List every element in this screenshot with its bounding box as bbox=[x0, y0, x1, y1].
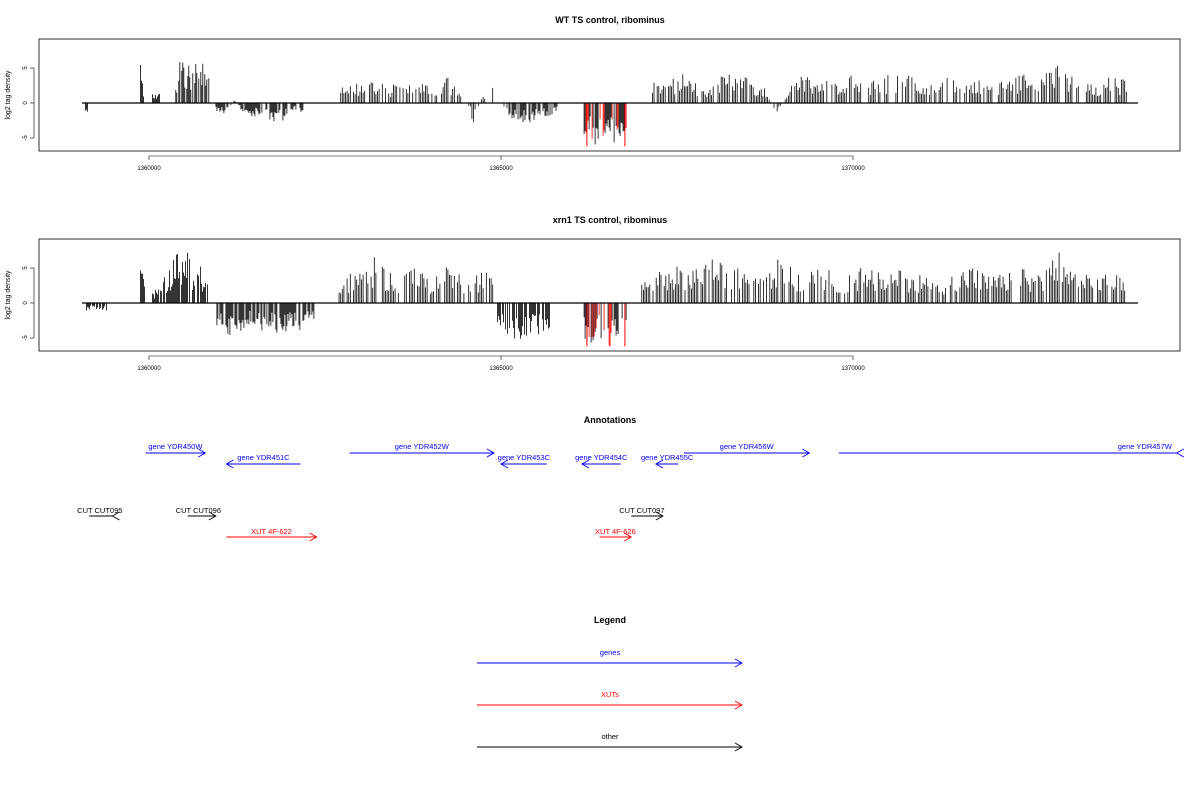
legend-title: Legend bbox=[594, 615, 626, 625]
legend-item: other bbox=[477, 732, 743, 752]
gene-feature: gene YDR451C bbox=[225, 453, 301, 469]
gene-feature: gene YDR450W bbox=[145, 442, 207, 458]
y-tick-label: -5 bbox=[23, 335, 29, 341]
gene-annotations: gene YDR450W gene YDR451C gene YDR452W gene… bbox=[145, 442, 1185, 469]
legend-item: genes bbox=[477, 648, 743, 668]
xut-feature: XUT 4F-626 bbox=[595, 527, 636, 542]
x-tick-label: 1365000 bbox=[489, 366, 513, 372]
arrow-head bbox=[654, 459, 664, 469]
gene-feature: gene YDR452W bbox=[349, 442, 495, 458]
arrow-head bbox=[500, 459, 509, 469]
x-tick-label: 1370000 bbox=[841, 166, 865, 172]
arrow-head bbox=[309, 532, 318, 542]
y-tick-label: 0 bbox=[23, 101, 29, 105]
other-feature: CUT CUT097 bbox=[619, 506, 665, 521]
y-axis-label: log2 tag density bbox=[5, 70, 12, 120]
plot-frame bbox=[38, 238, 1181, 352]
signal-bars bbox=[86, 252, 1126, 347]
x-tick-label: 1370000 bbox=[841, 366, 865, 372]
annotation-label: gene YDR450W bbox=[148, 442, 203, 451]
annotation-label: gene YDR455C bbox=[641, 453, 694, 462]
y-tick-label: 0 bbox=[23, 301, 29, 305]
arrow-head bbox=[198, 448, 207, 458]
gene-feature: gene YDR453C bbox=[498, 453, 551, 469]
annotation-label: gene YDR457W bbox=[1118, 442, 1173, 451]
annotation-label: CUT CUT096 bbox=[176, 506, 221, 515]
annotation-label: gene YDR451C bbox=[237, 453, 290, 462]
other-feature: CUT CUT096 bbox=[176, 506, 221, 521]
arrow-head bbox=[802, 448, 811, 458]
annotation-label: gene YDR456W bbox=[720, 442, 775, 451]
annotation-label: gene YDR453C bbox=[498, 453, 551, 462]
arrow-head bbox=[225, 459, 234, 469]
annotations-title: Annotations bbox=[584, 415, 637, 425]
annotation-label: XUT 4F-626 bbox=[595, 527, 636, 536]
arrow-head bbox=[734, 658, 743, 668]
annotation-label: gene YDR452W bbox=[395, 442, 450, 451]
legend: Legend genes XUTs other bbox=[477, 615, 743, 752]
legend-items: genes XUTs other bbox=[477, 648, 743, 752]
legend-item: XUTs bbox=[477, 690, 743, 710]
annotation-label: gene YDR454C bbox=[575, 453, 628, 462]
annotation-label: XUTs bbox=[601, 690, 619, 699]
arrow-head bbox=[208, 511, 217, 521]
x-tick-label: 1360000 bbox=[137, 166, 161, 172]
y-tick-label: 5 bbox=[23, 66, 29, 70]
panel-title: xrn1 TS control, ribominus bbox=[553, 215, 668, 225]
arrow-head bbox=[734, 742, 743, 752]
gene-feature: gene YDR456W bbox=[684, 442, 811, 458]
annotation-label: genes bbox=[600, 648, 621, 657]
x-tick-label: 1365000 bbox=[489, 166, 513, 172]
arrow-head bbox=[581, 459, 590, 469]
annotation-label: CUT CUT095 bbox=[77, 506, 122, 515]
gene-feature: gene YDR454C bbox=[575, 453, 628, 469]
y-tick-label: 5 bbox=[23, 266, 29, 270]
arrow-head bbox=[623, 532, 633, 542]
arrow-head bbox=[655, 511, 664, 521]
other-annotations: CUT CUT095 CUT CUT096 CUT CUT097 bbox=[77, 506, 665, 521]
y-axis-label: log2 tag density bbox=[5, 270, 12, 320]
gene-feature: gene YDR455C bbox=[641, 453, 694, 469]
plot-frame bbox=[38, 38, 1181, 152]
arrow-head bbox=[486, 448, 495, 458]
y-tick-label: -5 bbox=[23, 135, 29, 141]
x-tick-label: 1360000 bbox=[137, 366, 161, 372]
annotation-label: XUT 4F-622 bbox=[251, 527, 292, 536]
xut-feature: XUT 4F-622 bbox=[226, 527, 318, 542]
xut-annotations: XUT 4F-622 XUT 4F-626 bbox=[226, 527, 636, 542]
arrow-head bbox=[1175, 448, 1185, 458]
panel-wt: WT TS control, ribominus log2 tag densit… bbox=[5, 15, 1181, 172]
panel-xrn1: xrn1 TS control, ribominus log2 tag dens… bbox=[5, 215, 1181, 372]
other-feature: CUT CUT095 bbox=[77, 506, 122, 521]
annotation-label: other bbox=[601, 732, 619, 741]
signal-bars bbox=[85, 62, 1127, 147]
arrow-head bbox=[734, 700, 743, 710]
annotation-label: CUT CUT097 bbox=[619, 506, 664, 515]
panel-title: WT TS control, ribominus bbox=[555, 15, 665, 25]
arrow-head bbox=[111, 511, 120, 521]
gene-feature: gene YDR457W bbox=[838, 442, 1185, 458]
